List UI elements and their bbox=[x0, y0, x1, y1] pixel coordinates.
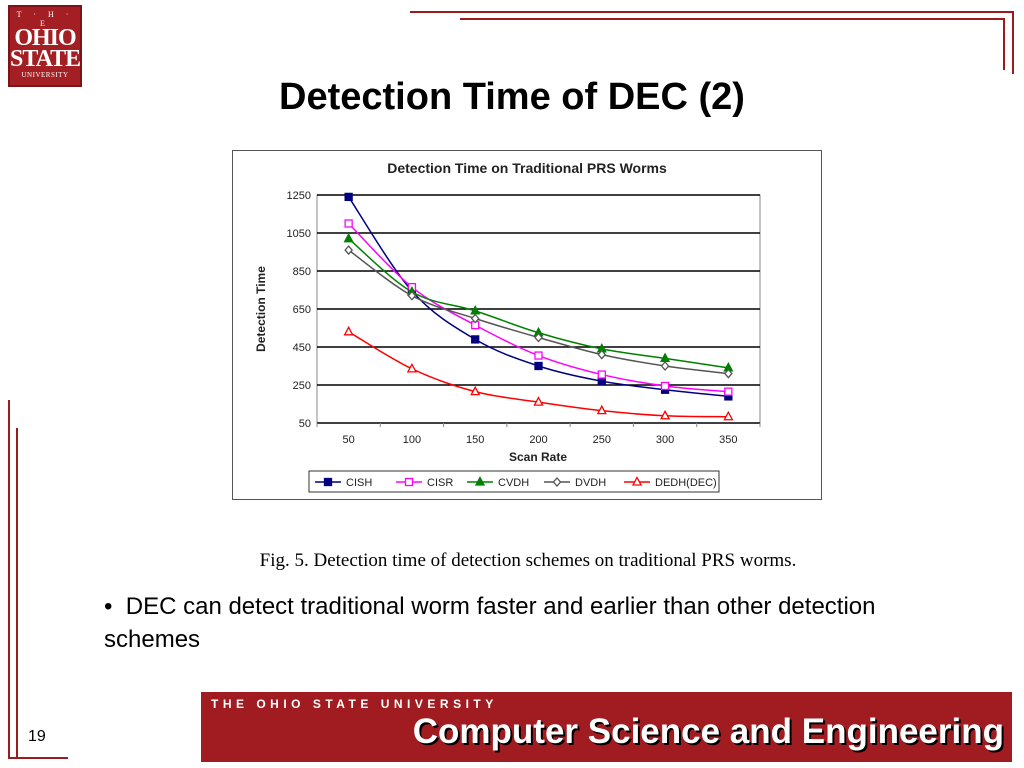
right-border-line-inner bbox=[1003, 18, 1005, 70]
logo-line-1: T · H · E bbox=[16, 10, 74, 28]
data-point-marker bbox=[597, 370, 606, 379]
legend-label: CISR bbox=[427, 477, 453, 489]
x-tick-label: 350 bbox=[719, 434, 737, 446]
data-point-marker bbox=[534, 361, 543, 371]
page-number: 19 bbox=[28, 728, 46, 745]
legend-label: CVDH bbox=[498, 477, 529, 489]
y-tick-label: 50 bbox=[299, 418, 311, 430]
footer-university: THE OHIO STATE UNIVERSITY bbox=[211, 697, 498, 711]
y-tick-label: 1250 bbox=[287, 190, 311, 202]
left-border-line bbox=[8, 400, 10, 758]
footer-banner: THE OHIO STATE UNIVERSITY Computer Scien… bbox=[201, 692, 1012, 762]
data-point-marker bbox=[631, 476, 643, 486]
y-tick-labels: 1250 1050 850 650 450 250 50 bbox=[287, 190, 311, 430]
x-tick-label: 250 bbox=[593, 434, 611, 446]
data-point-marker bbox=[534, 332, 543, 343]
legend-item: CVDH bbox=[467, 476, 529, 489]
x-tick-label: 300 bbox=[656, 434, 674, 446]
data-point-marker bbox=[343, 232, 354, 243]
y-tick-label: 650 bbox=[293, 304, 311, 316]
data-point-marker bbox=[660, 381, 670, 391]
data-point-marker bbox=[471, 335, 480, 344]
data-point-marker bbox=[596, 404, 607, 415]
chart-frame: Detection Time on Traditional PRS Worms … bbox=[232, 150, 822, 500]
detection-time-chart: Detection Time on Traditional PRS Worms … bbox=[254, 160, 761, 493]
data-point-marker bbox=[470, 313, 480, 324]
legend-item: CISH bbox=[315, 477, 372, 489]
y-tick-label: 1050 bbox=[287, 228, 311, 240]
legend-label: DEDH(DEC) bbox=[655, 477, 717, 489]
legend: CISH CISR CVDH DVDH DEDH(DEC) bbox=[315, 476, 717, 489]
data-point-marker bbox=[660, 361, 670, 371]
logo-line-2b: STATE bbox=[10, 46, 81, 72]
logo-line-3: UNIVERSITY bbox=[21, 71, 69, 79]
data-point-marker bbox=[323, 477, 333, 487]
figure-caption: Fig. 5. Detection time of detection sche… bbox=[259, 550, 797, 571]
legend-box bbox=[308, 470, 720, 493]
y-tick-label: 250 bbox=[293, 380, 311, 392]
x-tick-label: 50 bbox=[343, 434, 355, 446]
y-tick-label: 850 bbox=[293, 266, 311, 278]
data-point-marker bbox=[723, 410, 734, 421]
x-axis-label: Scan Rate bbox=[509, 450, 567, 464]
data-point-marker bbox=[344, 219, 353, 228]
data-point-marker bbox=[552, 477, 562, 487]
legend-item: CISR bbox=[396, 477, 453, 489]
legend-label: DVDH bbox=[575, 477, 606, 489]
top-border-line-inner bbox=[460, 18, 1004, 20]
data-point-marker bbox=[474, 476, 486, 486]
series-dedh-dec- bbox=[343, 325, 734, 421]
logo-line-2a: OHIO bbox=[14, 25, 76, 51]
data-point-marker bbox=[533, 396, 544, 406]
grid-layer bbox=[317, 194, 760, 424]
x-tick-label: 100 bbox=[403, 434, 421, 446]
footer-department: Computer Science and Engineering bbox=[412, 712, 1004, 751]
legend-label: CISH bbox=[346, 477, 372, 489]
data-point-marker bbox=[407, 290, 417, 301]
data-point-marker bbox=[597, 377, 606, 386]
legend-item: DVDH bbox=[544, 477, 606, 489]
bullet-marker: • bbox=[104, 593, 113, 620]
chart-title: Detection Time on Traditional PRS Worms bbox=[387, 160, 667, 176]
top-border-line bbox=[410, 11, 1014, 13]
data-point-marker bbox=[344, 192, 353, 202]
series-layer bbox=[343, 192, 734, 421]
data-point-marker bbox=[406, 362, 418, 373]
data-point-marker bbox=[534, 351, 543, 360]
bottom-border-line bbox=[8, 757, 68, 759]
ohio-state-logo: T · H · E OHIO STATE UNIVERSITY bbox=[8, 5, 82, 87]
data-point-marker bbox=[344, 245, 354, 256]
data-point-marker bbox=[723, 368, 733, 379]
left-border-line-inner bbox=[16, 428, 18, 758]
data-point-marker bbox=[404, 477, 414, 487]
bullet-text: DEC can detect traditional worm faster a… bbox=[104, 593, 876, 653]
x-tick-label: 150 bbox=[466, 434, 484, 446]
x-tick-label: 200 bbox=[529, 434, 547, 446]
bullet-point: • DEC can detect traditional worm faster… bbox=[104, 590, 924, 656]
data-point-marker bbox=[597, 349, 607, 360]
y-axis-label: Detection Time bbox=[254, 266, 268, 352]
series-dvdh bbox=[344, 245, 733, 379]
x-tick-labels: 50 100 150 200 250 300 350 bbox=[316, 423, 761, 446]
right-border-line bbox=[1012, 11, 1014, 74]
legend-item: DEDH(DEC) bbox=[624, 476, 717, 489]
data-point-marker bbox=[470, 385, 481, 396]
data-point-marker bbox=[343, 325, 354, 336]
data-point-marker bbox=[724, 387, 733, 396]
data-point-marker bbox=[659, 409, 671, 420]
y-tick-label: 450 bbox=[293, 342, 311, 354]
slide-title: Detection Time of DEC (2) bbox=[279, 76, 745, 118]
